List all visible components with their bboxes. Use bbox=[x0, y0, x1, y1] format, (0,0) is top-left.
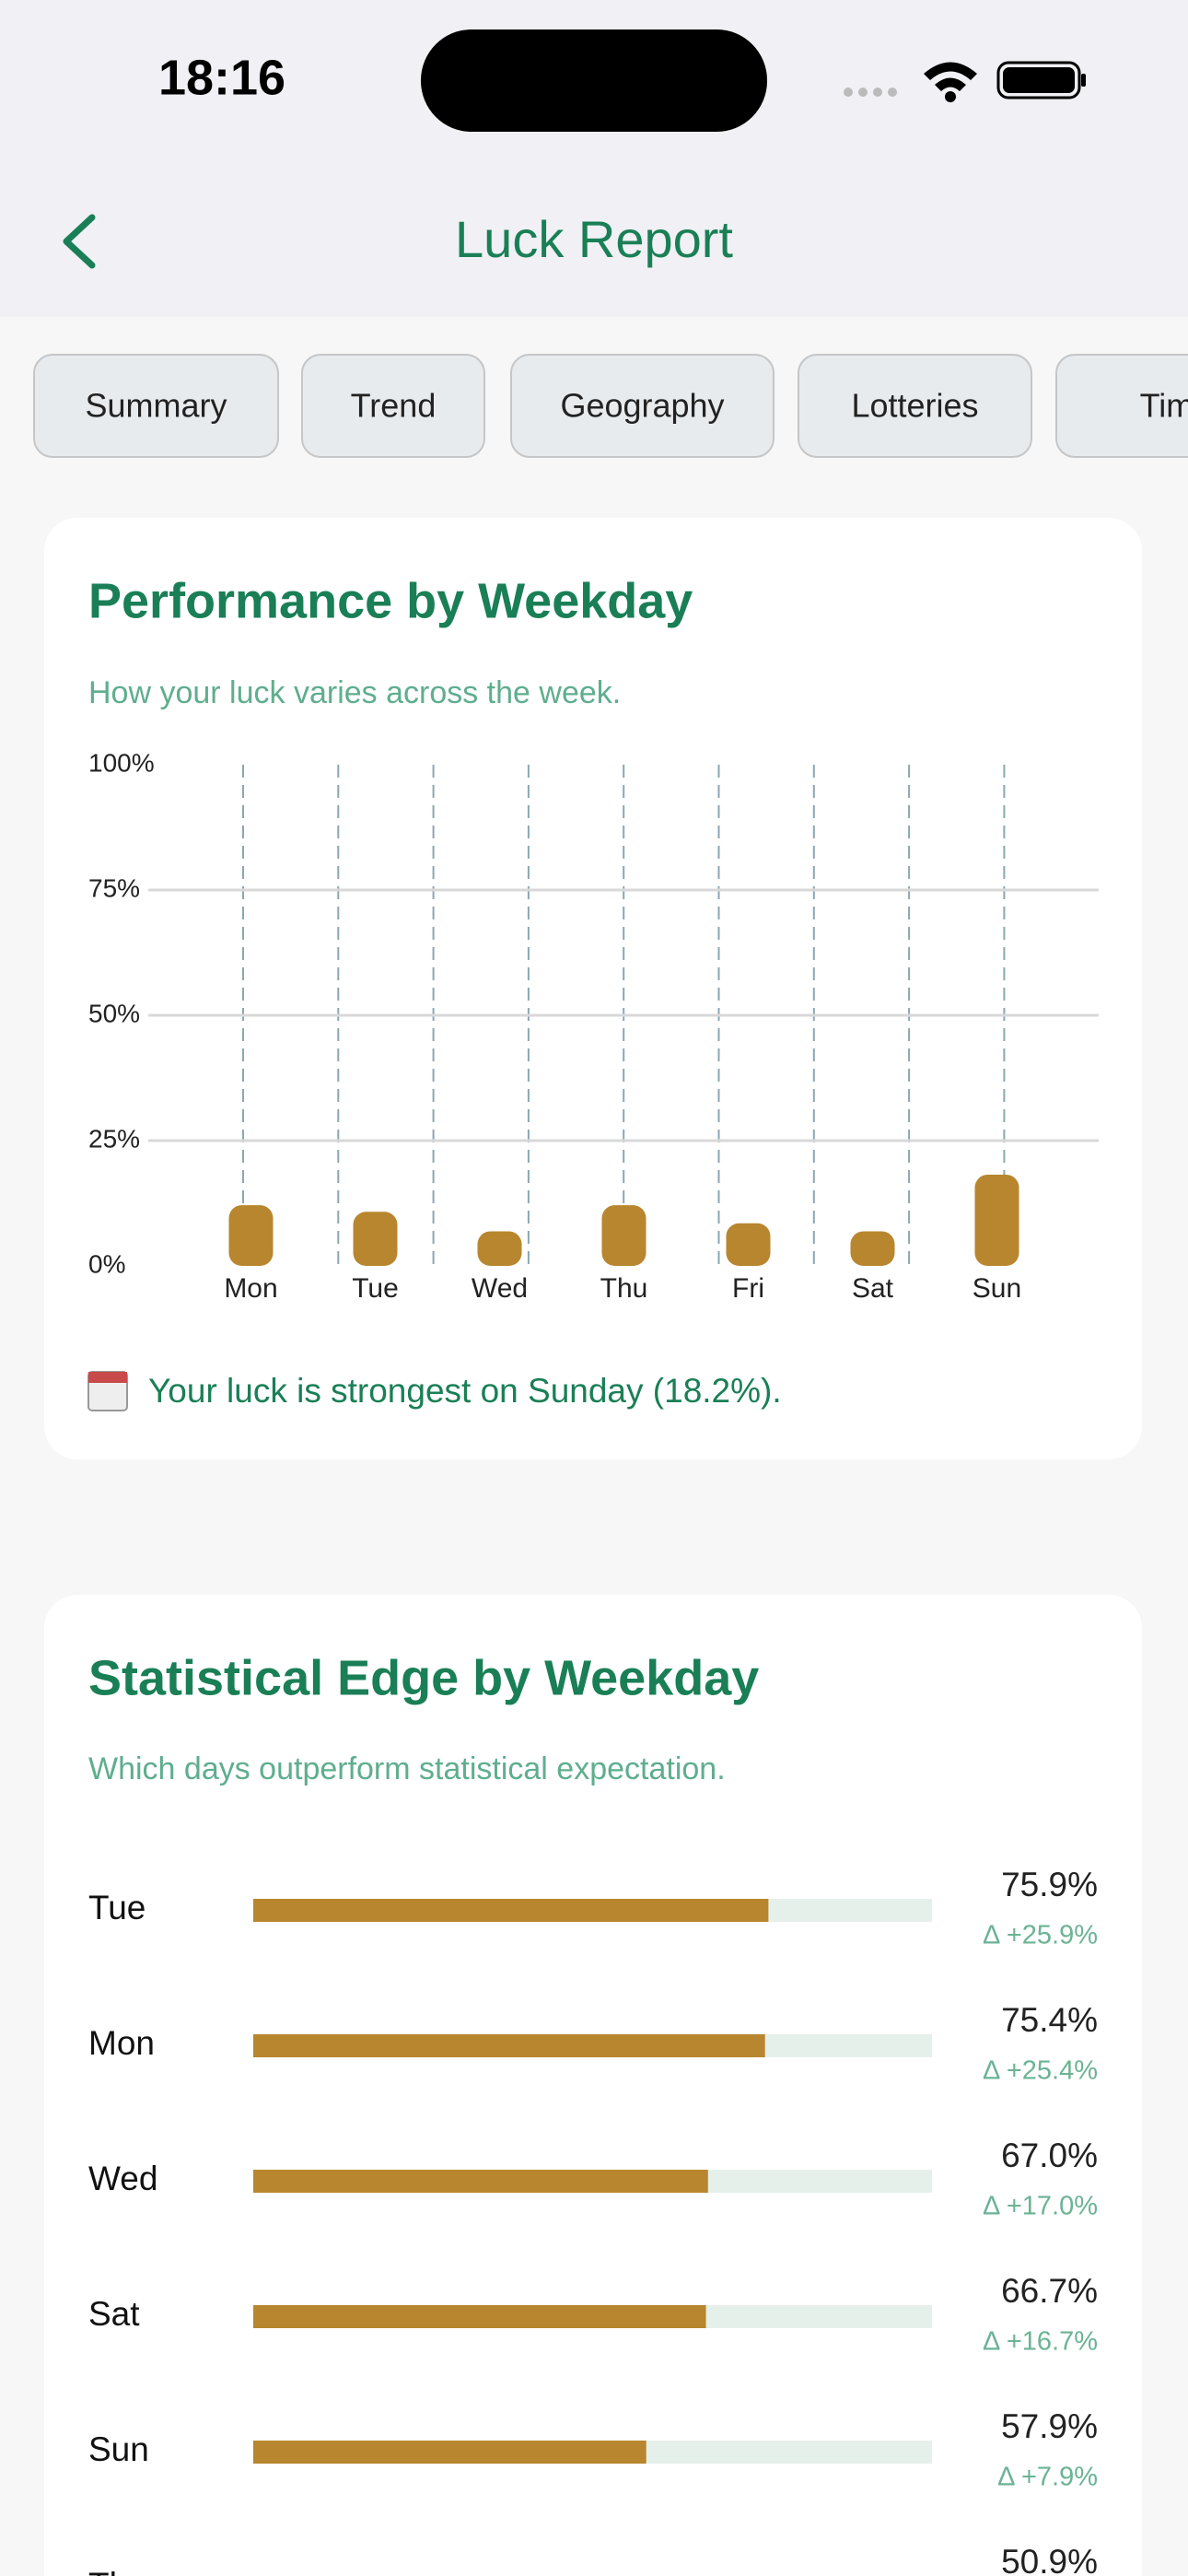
delta-label: Δ +17.0% bbox=[983, 2192, 1098, 2221]
y-tick-label: 25% bbox=[88, 1124, 140, 1153]
back-button[interactable] bbox=[63, 214, 96, 269]
bar bbox=[850, 1231, 895, 1266]
x-tick-label: Fri bbox=[732, 1273, 764, 1304]
bar bbox=[253, 2170, 708, 2193]
dynamic-island bbox=[421, 29, 767, 132]
value-label: 75.4% bbox=[1001, 2001, 1098, 2039]
value-label: 50.9% bbox=[1001, 2543, 1098, 2576]
x-tick-label: Sat bbox=[852, 1273, 894, 1304]
chart: Statistical Edge by Weekday Which days ou… bbox=[88, 1650, 1098, 2576]
insight-text: Your luck is strongest on Sunday (18.2%)… bbox=[148, 1372, 782, 1410]
bar bbox=[253, 2441, 646, 2464]
tab-label: Lotteries bbox=[851, 387, 978, 425]
x-tick-label: Tue bbox=[352, 1273, 399, 1304]
chart-title: Statistical Edge by Weekday bbox=[88, 1650, 759, 1705]
tab[interactable]: Trend bbox=[301, 354, 485, 458]
row-label: Sat bbox=[88, 2295, 140, 2333]
tab-background bbox=[798, 354, 1032, 458]
tab-background bbox=[510, 354, 775, 458]
chart-subtitle: How your luck varies across the week. bbox=[88, 675, 621, 710]
calendar-top bbox=[88, 1372, 127, 1383]
calendar-icon bbox=[87, 1371, 128, 1411]
row-label: Mon bbox=[88, 2024, 155, 2062]
row-label: Tue bbox=[88, 1889, 146, 1926]
bar bbox=[601, 1205, 646, 1266]
nav-title: Luck Report bbox=[455, 210, 733, 268]
y-tick-label: 50% bbox=[88, 999, 140, 1027]
card bbox=[44, 518, 1142, 1459]
bar bbox=[726, 1223, 771, 1266]
status-time: 18:16 bbox=[158, 50, 285, 105]
x-tick-label: Mon bbox=[224, 1273, 277, 1304]
tab-label: Geography bbox=[560, 387, 724, 425]
tab-background bbox=[1055, 354, 1188, 458]
delta-label: Δ +16.7% bbox=[983, 2327, 1098, 2357]
chart-title: Performance by Weekday bbox=[88, 573, 693, 628]
bar bbox=[477, 1231, 522, 1266]
tab-background bbox=[301, 354, 485, 458]
tab-label: Summary bbox=[85, 387, 227, 425]
chart: Performance by Weekday How your luck vari… bbox=[87, 573, 1099, 1411]
tab-bar: Summary Trend Geography Lotteries Time bbox=[33, 354, 1188, 458]
row-label: Thu bbox=[88, 2566, 147, 2576]
tab[interactable]: Time bbox=[1055, 354, 1188, 458]
bar bbox=[253, 2034, 765, 2057]
bar bbox=[253, 1899, 769, 1922]
chart-subtitle: Which days outperform statistical expect… bbox=[88, 1751, 726, 1786]
delta-label: Δ +25.9% bbox=[983, 1921, 1098, 1950]
x-tick-label: Wed bbox=[472, 1273, 528, 1304]
y-tick-label: 0% bbox=[88, 1249, 125, 1278]
value-label: 66.7% bbox=[1001, 2272, 1098, 2310]
value-label: 57.9% bbox=[1001, 2407, 1098, 2445]
status-icons bbox=[844, 61, 1086, 102]
bar bbox=[228, 1205, 274, 1266]
row-label: Wed bbox=[88, 2160, 157, 2197]
delta-label: Δ +25.4% bbox=[983, 2056, 1098, 2086]
bar bbox=[353, 1212, 398, 1266]
tab[interactable]: Lotteries bbox=[798, 354, 1032, 458]
card bbox=[44, 1595, 1142, 2576]
bar bbox=[974, 1174, 1019, 1266]
row-label: Sun bbox=[88, 2430, 149, 2468]
delta-label: Δ +7.9% bbox=[997, 2463, 1098, 2492]
x-tick-label: Sun bbox=[973, 1273, 1021, 1304]
tab[interactable]: Summary bbox=[33, 354, 279, 458]
value-label: 75.9% bbox=[1001, 1866, 1098, 1903]
value-label: 67.0% bbox=[1001, 2137, 1098, 2174]
bar bbox=[253, 2305, 706, 2328]
tab-label: Trend bbox=[351, 387, 437, 425]
tab-label: Time bbox=[1140, 387, 1188, 425]
y-tick-label: 75% bbox=[88, 873, 140, 902]
tab[interactable]: Geography bbox=[510, 354, 775, 458]
x-tick-label: Thu bbox=[600, 1273, 648, 1304]
y-tick-label: 100% bbox=[88, 748, 155, 777]
tab-background bbox=[33, 354, 279, 458]
